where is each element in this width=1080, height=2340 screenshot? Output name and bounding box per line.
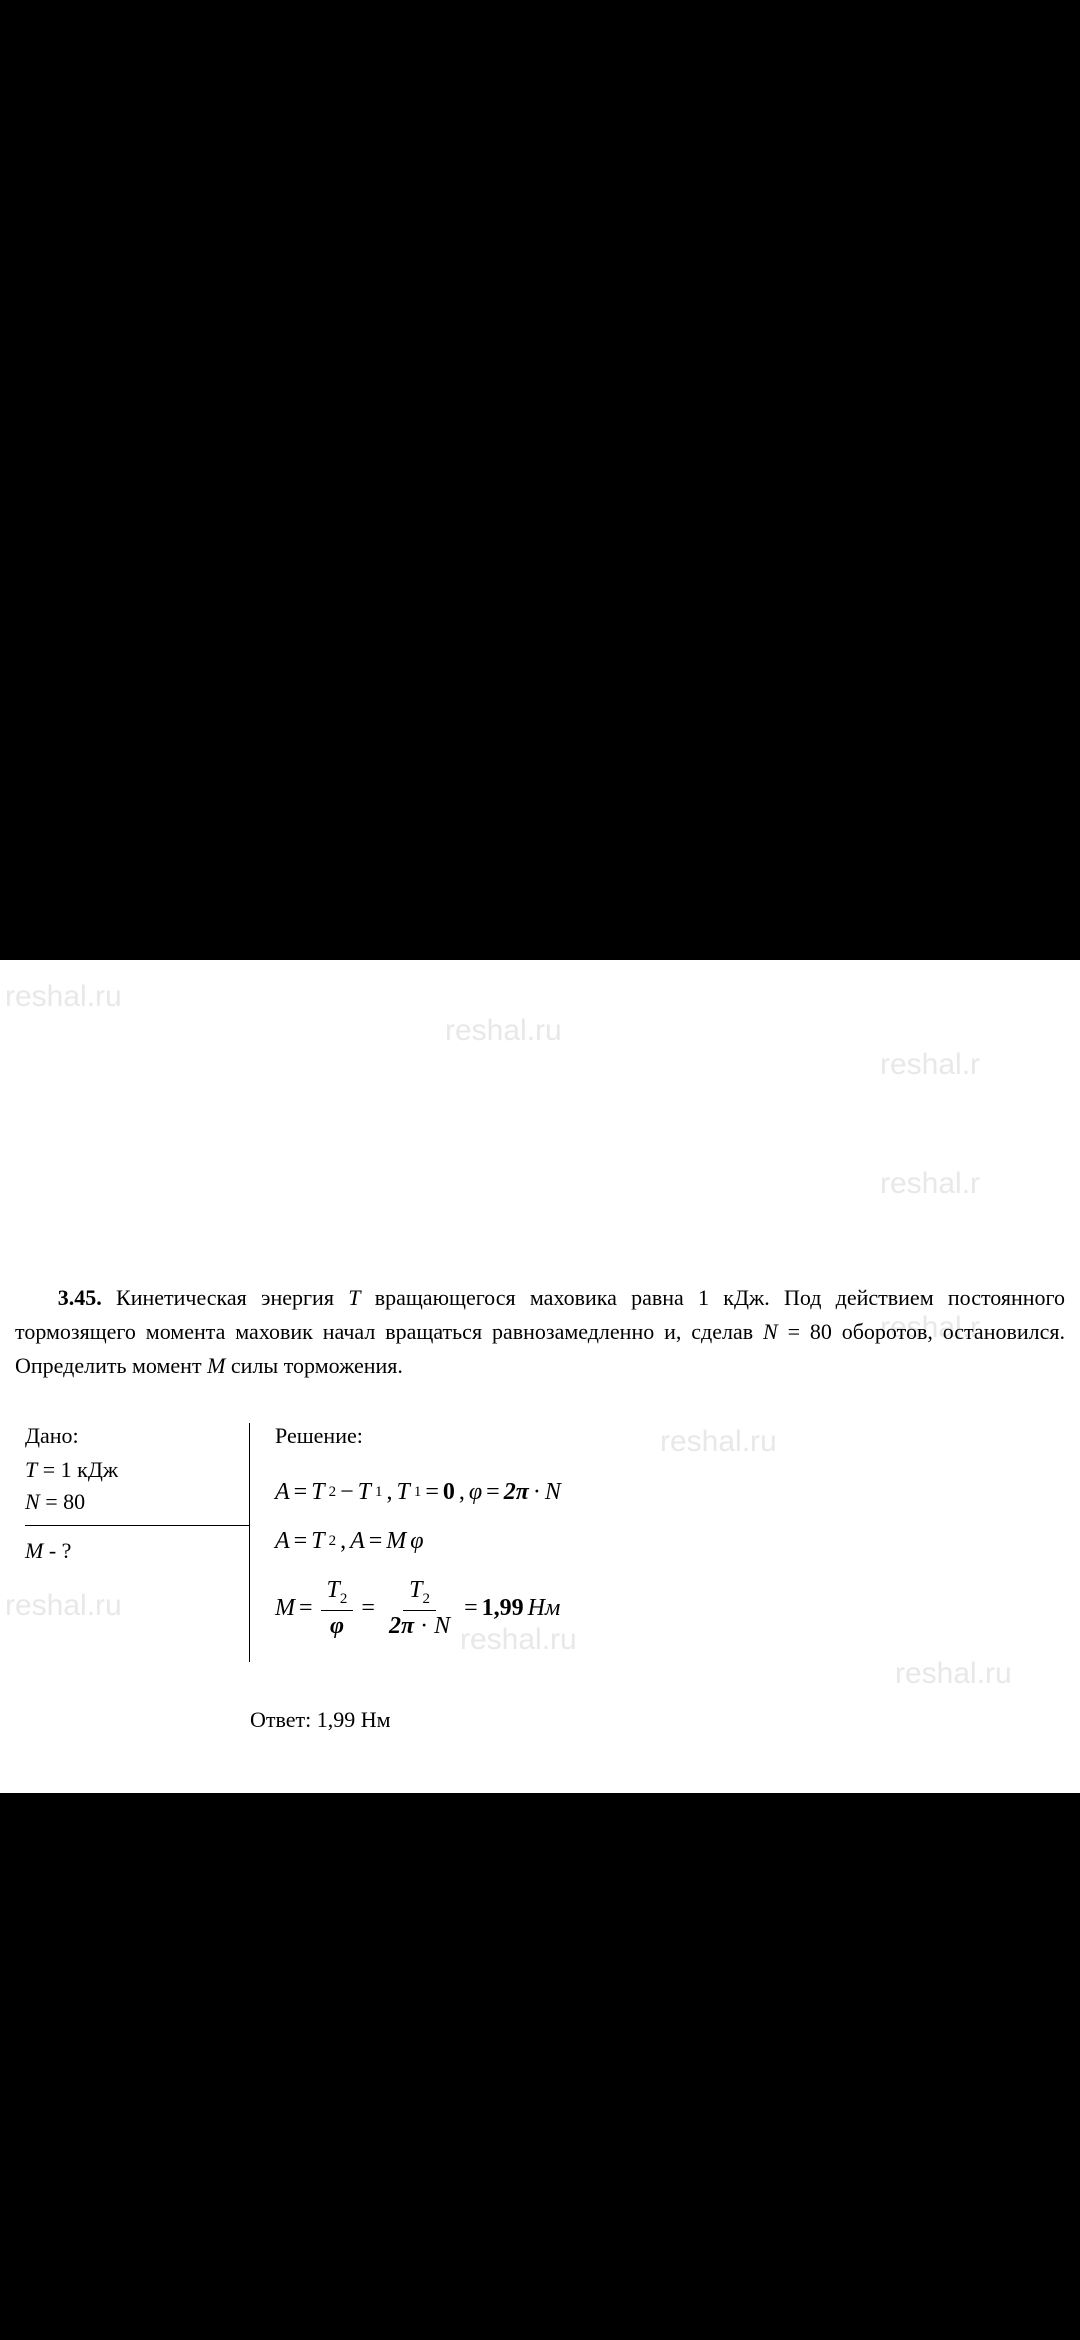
given-question: M - ?: [25, 1538, 249, 1564]
eq-sub: 2: [422, 1591, 430, 1607]
eq-var: T: [327, 1577, 340, 1603]
eq-op: =: [425, 1479, 439, 1506]
eq-var: T: [311, 1479, 324, 1506]
watermark: reshal.ru: [5, 980, 1065, 1014]
given-item: T = 1 кДж: [25, 1457, 249, 1483]
fraction-den: 2π · N: [383, 1611, 456, 1640]
question-val: - ?: [43, 1538, 71, 1563]
eq-sub: 2: [329, 1484, 337, 1501]
eq-op: =: [369, 1528, 383, 1555]
eq-val: 2π: [389, 1613, 414, 1639]
fraction-num: T2: [403, 1577, 436, 1611]
problem-var: M: [207, 1353, 225, 1378]
watermark: reshal.r: [880, 1048, 1080, 1082]
watermark: reshal.ru: [445, 1014, 1080, 1048]
eq-val: 0: [443, 1479, 455, 1506]
eq-op: =: [486, 1479, 500, 1506]
eq-sub: 1: [375, 1484, 383, 1501]
eq-op: =: [299, 1595, 313, 1622]
eq-var: A: [350, 1528, 365, 1555]
eq-op: −: [340, 1479, 354, 1506]
eq-var: T: [311, 1528, 324, 1555]
given-divider: [25, 1525, 249, 1526]
eq-op: =: [464, 1595, 478, 1622]
fraction: T2 φ: [321, 1577, 354, 1640]
problem-number: 3.45.: [58, 1285, 102, 1310]
eq-var: T: [409, 1577, 422, 1603]
equation-line-1: A = T2 − T1 , T1 = 0 , φ = 2π · N: [275, 1479, 1070, 1506]
eq-var: M: [275, 1595, 295, 1622]
solution-column: Решение: A = T2 − T1 , T1 = 0 , φ = 2π ·…: [250, 1423, 1070, 1662]
eq-val: 2π: [504, 1479, 529, 1506]
eq-result: 1,99: [482, 1595, 524, 1622]
watermark: reshal.r: [880, 1167, 1080, 1201]
eq-op: ·: [414, 1613, 434, 1639]
eq-sub: 2: [329, 1533, 337, 1550]
eq-sep: ,: [459, 1479, 465, 1506]
problem-text: силы торможения.: [225, 1353, 403, 1378]
answer-value: 1,99 Нм: [317, 1707, 391, 1732]
document-content: reshal.ru reshal.ru reshal.r reshal.r re…: [0, 960, 1080, 1793]
problem-var: T: [348, 1285, 360, 1310]
eq-unit: Нм: [528, 1595, 561, 1622]
eq-sub: 2: [340, 1591, 348, 1607]
eq-var: M: [386, 1528, 406, 1555]
problem-var: N: [763, 1319, 778, 1344]
watermark: reshal.ru: [895, 1657, 1080, 1691]
eq-op: =: [294, 1479, 308, 1506]
eq-var: N: [434, 1613, 450, 1639]
given-var: N: [25, 1489, 40, 1514]
solution-grid: Дано: T = 1 кДж N = 80 M - ? Решение: A …: [10, 1423, 1070, 1662]
answer-label: Ответ:: [250, 1707, 317, 1732]
given-header: Дано:: [25, 1423, 249, 1449]
eq-var: N: [545, 1479, 561, 1506]
fraction: T2 2π · N: [383, 1577, 456, 1640]
eq-sub: 1: [414, 1484, 422, 1501]
eq-var: T: [358, 1479, 371, 1506]
eq-sep: ,: [386, 1479, 392, 1506]
eq-op: ·: [533, 1479, 541, 1506]
given-column: Дано: T = 1 кДж N = 80 M - ?: [25, 1423, 250, 1662]
fraction-den: φ: [324, 1611, 350, 1640]
fraction-num: T2: [321, 1577, 354, 1611]
answer-line: Ответ: 1,99 Нм: [10, 1707, 1070, 1733]
problem-statement: 3.45. Кинетическая энергия T вращающегос…: [10, 1281, 1070, 1383]
eq-op: =: [361, 1595, 375, 1622]
eq-var: T: [396, 1479, 409, 1506]
eq-sep: ,: [340, 1528, 346, 1555]
equation-line-2: A = T2 , A = Mφ: [275, 1528, 1070, 1555]
eq-var: φ: [410, 1528, 423, 1555]
eq-op: =: [294, 1528, 308, 1555]
solution-header: Решение:: [275, 1423, 1070, 1449]
given-item: N = 80: [25, 1489, 249, 1515]
given-val: = 80: [40, 1489, 85, 1514]
given-var: T: [25, 1457, 37, 1482]
question-var: M: [25, 1538, 43, 1563]
eq-var: A: [275, 1479, 290, 1506]
eq-var: A: [275, 1528, 290, 1555]
equation-line-3: M = T2 φ = T2 2π · N = 1,99 Нм: [275, 1577, 1070, 1640]
eq-var: φ: [469, 1479, 482, 1506]
problem-text: Кинетическая энергия: [102, 1285, 348, 1310]
given-val: = 1 кДж: [37, 1457, 118, 1482]
